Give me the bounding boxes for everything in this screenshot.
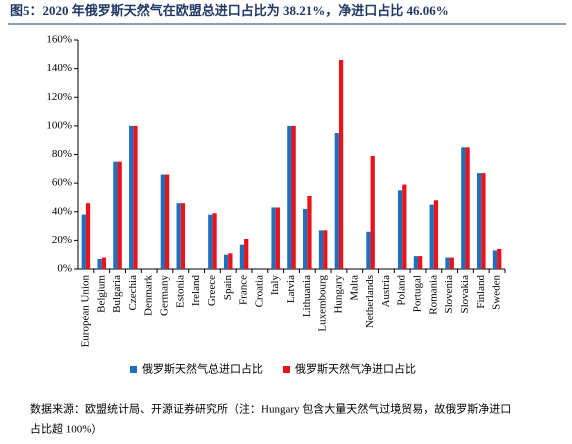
bar — [397, 190, 403, 269]
chart-title: 图5：2020 年俄罗斯天然气在欧盟总进口占比为 38.21%，净进口占比 46… — [10, 3, 449, 18]
bar — [418, 256, 423, 269]
x-tick-label: Romania — [427, 275, 439, 315]
bar — [129, 125, 134, 269]
legend-swatch — [283, 366, 290, 373]
x-tick-label: Ireland — [190, 275, 202, 307]
bar — [449, 257, 454, 269]
x-tick-label: Slovakia — [459, 275, 471, 314]
bar — [465, 147, 470, 269]
x-tick-label: Italy — [269, 275, 281, 296]
bar — [338, 60, 344, 269]
x-tick-label: Greece — [206, 275, 218, 306]
legend-label: 俄罗斯天然气净进口占比 — [295, 362, 416, 376]
x-tick-label: Netherlands — [364, 275, 376, 328]
x-tick-label: Czechia — [127, 275, 139, 311]
x-tick-label: Slovenia — [443, 275, 455, 314]
x-tick-label: Latvia — [285, 275, 297, 303]
x-tick-label: Austria — [380, 275, 392, 308]
bar — [180, 203, 186, 269]
bar — [445, 257, 450, 269]
bar — [402, 184, 407, 269]
bar — [413, 256, 419, 269]
x-tick-label: Bulgaria — [111, 275, 123, 313]
x-tick-label: Malta — [348, 275, 360, 301]
bar — [433, 200, 439, 269]
bar — [461, 147, 466, 269]
bar — [477, 173, 482, 269]
x-tick-label: Germany — [159, 275, 171, 316]
y-tick-label: 140% — [46, 62, 72, 74]
x-tick-label: Sweden — [491, 275, 503, 310]
bar — [287, 125, 292, 269]
y-tick-label: 100% — [46, 119, 72, 131]
source-note: 数据来源：欧盟统计局、开源证券研究所（注：Hungary 包含大量天然气过境贸易… — [30, 402, 511, 416]
bar — [85, 203, 91, 269]
bar — [97, 258, 102, 269]
bar — [228, 253, 233, 269]
bar — [81, 214, 86, 269]
bar — [117, 161, 122, 269]
y-tick-label: 160% — [46, 34, 72, 46]
bar — [370, 155, 375, 269]
bar — [160, 174, 165, 269]
bar — [307, 196, 312, 269]
x-tick-label: Portugal — [412, 275, 424, 312]
y-tick-label: 80% — [52, 148, 72, 160]
x-tick-label: Spain — [222, 275, 234, 301]
y-tick-label: 20% — [52, 234, 72, 246]
bar — [113, 161, 118, 269]
bar — [133, 125, 138, 269]
bar — [366, 231, 371, 269]
x-tick-label: Denmark — [143, 275, 155, 316]
y-tick-label: 40% — [52, 205, 72, 217]
y-tick-label: 60% — [52, 177, 72, 189]
y-tick-label: 0% — [57, 263, 72, 275]
bar — [334, 133, 339, 269]
x-tick-label: Luxembourg — [317, 275, 329, 332]
x-tick-label: Hungary — [332, 275, 344, 314]
x-tick-label: Belgium — [95, 275, 107, 313]
bar — [323, 230, 328, 269]
x-tick-label: European Union — [79, 275, 91, 348]
x-tick-label: Poland — [396, 275, 408, 306]
bar — [208, 214, 213, 269]
bar — [164, 174, 170, 269]
bar — [239, 244, 245, 269]
bar — [497, 248, 502, 269]
x-tick-label: Finland — [475, 275, 487, 309]
legend-label: 俄罗斯天然气总进口占比 — [142, 362, 263, 376]
bar — [492, 250, 498, 269]
x-tick-label: Croatia — [253, 275, 265, 307]
source-note: 占比超 100%） — [30, 422, 102, 436]
bar — [101, 257, 106, 269]
bar — [275, 207, 280, 269]
bar — [244, 238, 249, 269]
bar — [303, 208, 308, 269]
y-tick-label: 120% — [46, 91, 72, 103]
bar — [212, 213, 217, 269]
x-tick-label: France — [238, 275, 250, 305]
x-tick-label: Estonia — [174, 275, 186, 308]
x-tick-label: Lithuania — [301, 275, 313, 317]
bar — [271, 207, 276, 269]
legend-swatch — [130, 366, 137, 373]
bar — [429, 204, 434, 269]
bar — [223, 254, 229, 269]
bar — [291, 125, 296, 269]
bar — [176, 203, 181, 269]
bar — [481, 173, 486, 269]
bar — [318, 230, 324, 269]
